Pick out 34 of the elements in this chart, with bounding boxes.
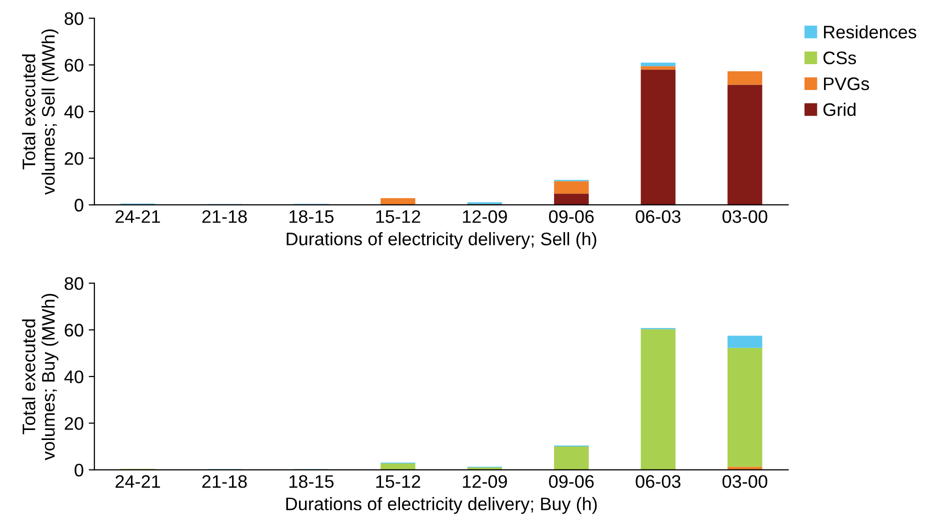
x-tick-label: 24-21: [116, 475, 160, 488]
x-axis-title: Durations of electricity delivery; Buy (h): [286, 497, 597, 514]
y-tick-label: 0: [74, 198, 84, 212]
y-tick-label: 20: [64, 417, 84, 430]
legend-label: CSs: [823, 52, 856, 64]
x-tick-label: 15-12: [376, 210, 420, 223]
x-tick-label: 12-09: [462, 475, 507, 488]
x-tick-label: 09-06: [549, 210, 594, 223]
x-tick-label: 18-15: [290, 475, 334, 488]
y-tick-label: 0: [74, 464, 84, 477]
legend-label: Grid: [823, 102, 856, 116]
x-tick-label: 15-12: [376, 475, 420, 488]
legend-label: PVGs: [824, 77, 870, 90]
y-tick-label: 20: [64, 152, 84, 165]
x-tick-label: 06-03: [636, 210, 680, 223]
x-tick-label: 03-00: [722, 475, 768, 488]
y-axis-title: Total executed volumes; Sell (MWh): [22, 29, 58, 195]
y-tick-label: 80: [64, 277, 84, 290]
x-tick-label: 09-06: [549, 475, 594, 488]
y-tick-label: 60: [64, 58, 84, 72]
x-tick-label: 18-15: [290, 210, 334, 223]
y-tick-label: 60: [64, 324, 84, 337]
x-tick-label: 12-09: [462, 210, 507, 223]
x-tick-label: 21-18: [202, 475, 247, 488]
y-tick-label: 40: [64, 370, 84, 384]
x-tick-label: 03-00: [722, 210, 768, 223]
x-tick-label: 24-21: [116, 210, 160, 223]
x-tick-label: 06-03: [636, 475, 680, 488]
x-axis-title: Durations of electricity delivery; Sell (h): [286, 232, 596, 249]
legend-label: Residences: [824, 25, 916, 38]
x-tick-label: 21-18: [202, 210, 247, 223]
y-tick-label: 80: [64, 12, 84, 25]
y-tick-label: 40: [64, 105, 84, 118]
y-axis-title: Total executed volumes; Buy (MWh): [22, 294, 58, 460]
